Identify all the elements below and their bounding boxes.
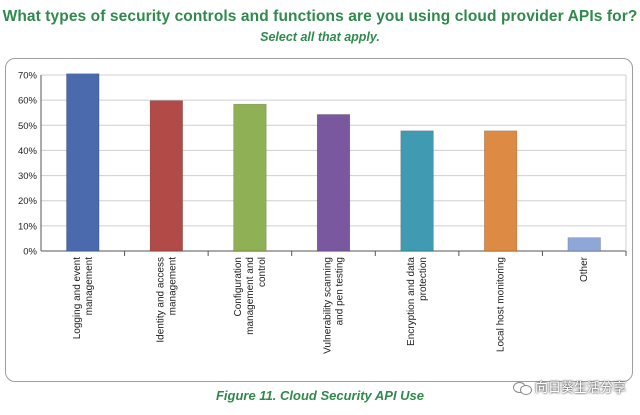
y-tick-label: 0% — [23, 247, 37, 258]
bar — [233, 103, 267, 252]
watermark-text: 向日葵生活分享 — [534, 380, 626, 395]
chart-title: What types of security controls and func… — [2, 8, 638, 25]
chart-frame: 0% 10% 20% 30% 40% 50% 60% 70% Logging and event… — [5, 58, 633, 382]
x-tick-label: Other — [579, 256, 590, 282]
bar — [316, 114, 351, 252]
y-tick-label: 70% — [18, 71, 38, 82]
x-tick-label: Vulnerability scanning and pen testing — [323, 257, 346, 354]
x-tick-label-line: and pen testing — [335, 257, 346, 325]
watermark: 向日葵生活分享 — [512, 377, 626, 396]
x-tick-label-line: Configuration — [233, 257, 244, 316]
y-tick-label: 40% — [18, 146, 38, 157]
figure-caption: Figure 11. Cloud Security API Use — [215, 388, 425, 403]
x-tick-label: Encryption and data protection — [406, 257, 429, 346]
bar — [66, 73, 100, 252]
x-tick-label-line: Local host monitoring — [496, 257, 507, 352]
x-tick-label-line: Vulnerability scanning — [323, 257, 334, 354]
y-tick-label: 60% — [18, 96, 38, 107]
bar-chart: 0% 10% 20% 30% 40% 50% 60% 70% Logging and event… — [18, 71, 627, 354]
y-tick-label: 20% — [18, 196, 38, 207]
x-tick-label-line: management — [167, 257, 178, 316]
x-tick-label-line: protection — [418, 257, 429, 301]
x-tick-label: Logging and event management — [72, 257, 95, 340]
y-tick-label: 10% — [18, 221, 38, 232]
bar — [484, 130, 518, 252]
x-tick-label: Local host monitoring — [496, 257, 507, 352]
chart-subtitle: Select all that apply. — [260, 30, 380, 44]
wechat-icon — [512, 380, 532, 395]
x-tick-label: Identity and access management — [155, 257, 178, 343]
y-tick-label: 50% — [18, 121, 38, 132]
x-tick-label-line: Logging and event — [72, 257, 83, 340]
x-tick-label-line: management — [84, 257, 95, 316]
x-tick-label-line: management and — [245, 257, 256, 335]
x-tick-label-line: Encryption and data — [406, 257, 417, 346]
x-tick-label: Configuration management and control — [233, 257, 268, 335]
bar — [567, 237, 601, 252]
bar — [400, 130, 434, 252]
y-tick-label: 30% — [18, 171, 38, 182]
x-tick-label-line: control — [257, 257, 268, 287]
x-tick-label-line: Identity and access — [155, 257, 166, 343]
bar — [149, 100, 183, 252]
x-tick-label-line: Other — [579, 256, 590, 282]
